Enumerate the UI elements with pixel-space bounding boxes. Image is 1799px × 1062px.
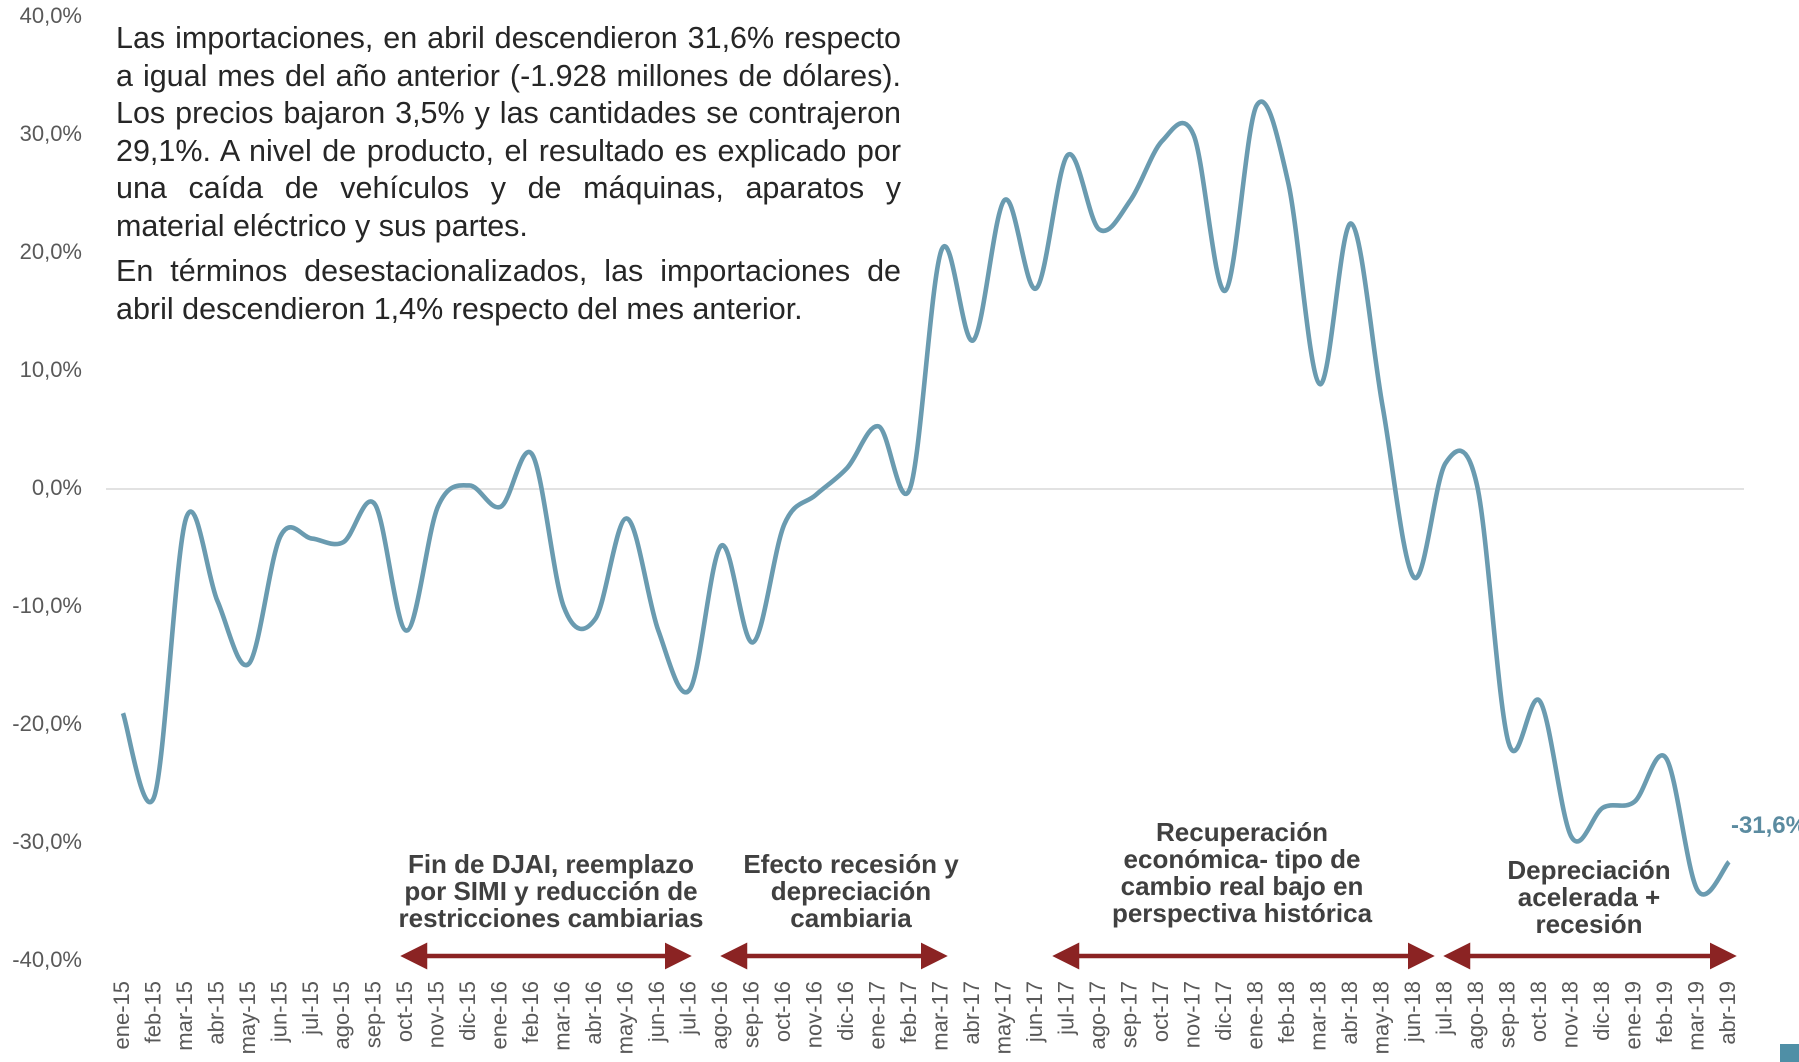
- x-tick-label: feb-17: [896, 981, 921, 1043]
- x-tick-label: abr-15: [203, 981, 228, 1045]
- annotation-text: restricciones cambiarias: [399, 903, 704, 933]
- x-tick-label: ene-17: [865, 981, 890, 1050]
- x-tick-label: oct-18: [1526, 981, 1551, 1042]
- x-tick-label: abr-19: [1715, 981, 1740, 1045]
- y-tick-label: 10,0%: [20, 357, 82, 382]
- x-tick-label: abr-17: [959, 981, 984, 1045]
- x-tick-label: sep-17: [1116, 981, 1141, 1048]
- x-tick-label: nov-15: [424, 981, 449, 1048]
- x-tick-label: feb-16: [518, 981, 543, 1043]
- x-tick-label: jun-18: [1400, 981, 1425, 1043]
- annotation-text: Depreciación: [1507, 855, 1670, 885]
- x-tick-label: nov-18: [1557, 981, 1582, 1048]
- x-tick-label: sep-16: [739, 981, 764, 1048]
- x-tick-label: jul-16: [676, 981, 701, 1036]
- x-tick-label: ago-15: [329, 981, 354, 1050]
- paragraph: Las importaciones, en abril descendieron…: [116, 21, 901, 243]
- x-tick-label: ago-17: [1085, 981, 1110, 1050]
- annotation-text: perspectiva histórica: [1112, 898, 1373, 928]
- y-tick-label: 40,0%: [20, 3, 82, 28]
- x-tick-label: ago-18: [1463, 981, 1488, 1050]
- x-tick-label: sep-15: [361, 981, 386, 1048]
- annotation-text: cambiaria: [790, 903, 912, 933]
- x-tick-label: feb-15: [140, 981, 165, 1043]
- x-tick-label: mar-17: [928, 981, 953, 1051]
- x-tick-label: jul-18: [1431, 981, 1456, 1036]
- y-tick-label: 20,0%: [20, 239, 82, 264]
- x-tick-label: jun-15: [266, 981, 291, 1043]
- x-tick-label: jul-15: [298, 981, 323, 1036]
- x-tick-label: nov-16: [802, 981, 827, 1048]
- x-tick-label: ago-16: [707, 981, 732, 1050]
- x-tick-label: oct-15: [392, 981, 417, 1042]
- line: [120, 99, 1731, 897]
- x-tick-label: may-18: [1368, 981, 1393, 1054]
- corner-square: [1780, 1044, 1799, 1062]
- x-tick-label: may-15: [235, 981, 260, 1054]
- x-tick-label: abr-18: [1337, 981, 1362, 1045]
- x-tick-label: oct-16: [770, 981, 795, 1042]
- y-tick-label: -40,0%: [12, 947, 82, 972]
- x-tick-label: dic-17: [1211, 981, 1236, 1041]
- x-tick-label: feb-18: [1274, 981, 1299, 1043]
- x-tick-label: jul-17: [1054, 981, 1079, 1036]
- y-tick-label: 0,0%: [32, 475, 82, 500]
- paragraph: En términos desestacionalizados, las imp…: [116, 254, 901, 326]
- x-tick-label: may-17: [991, 981, 1016, 1054]
- y-tick-label: -30,0%: [12, 829, 82, 854]
- x-tick-label: ene-16: [487, 981, 512, 1050]
- annotation-text: Recuperación: [1156, 817, 1328, 847]
- x-tick-label: may-16: [613, 981, 638, 1054]
- x-tick-label: oct-17: [1148, 981, 1173, 1042]
- x-tick-label: feb-19: [1652, 981, 1677, 1043]
- x-tick-label: dic-15: [455, 981, 480, 1041]
- x-tick-label: mar-18: [1305, 981, 1330, 1051]
- annotation-text: Fin de DJAI, reemplazo: [408, 849, 694, 879]
- x-tick-label: sep-18: [1494, 981, 1519, 1048]
- x-tick-label: abr-16: [581, 981, 606, 1045]
- x-tick-label: mar-15: [172, 981, 197, 1051]
- y-tick-label: -20,0%: [12, 711, 82, 736]
- x-tick-label: jun-17: [1022, 981, 1047, 1043]
- x-tick-label: ene-15: [109, 981, 134, 1050]
- y-tick-label: 30,0%: [20, 121, 82, 146]
- x-tick-label: ene-19: [1620, 981, 1645, 1050]
- x-tick-label: jun-16: [644, 981, 669, 1043]
- text-block: Las importaciones, en abril descendieron…: [116, 20, 901, 336]
- annotation-text: cambio real bajo en: [1121, 871, 1364, 901]
- y-tick-label: -10,0%: [12, 593, 82, 618]
- x-tick-label: mar-19: [1683, 981, 1708, 1051]
- x-tick-label: nov-17: [1179, 981, 1204, 1048]
- annotation-text: económica- tipo de: [1124, 844, 1361, 874]
- annotation-text: recesión: [1536, 909, 1643, 939]
- annotation-text: Efecto recesión y: [743, 849, 959, 879]
- data-label: -31,6%: [1731, 812, 1799, 839]
- x-tick-label: ene-18: [1242, 981, 1267, 1050]
- annotation-text: depreciación: [771, 876, 931, 906]
- annotation-text: por SIMI y reducción de: [404, 876, 697, 906]
- x-tick-label: dic-16: [833, 981, 858, 1041]
- x-tick-label: dic-18: [1589, 981, 1614, 1041]
- x-tick-label: mar-16: [550, 981, 575, 1051]
- annotation-text: acelerada +: [1518, 882, 1660, 912]
